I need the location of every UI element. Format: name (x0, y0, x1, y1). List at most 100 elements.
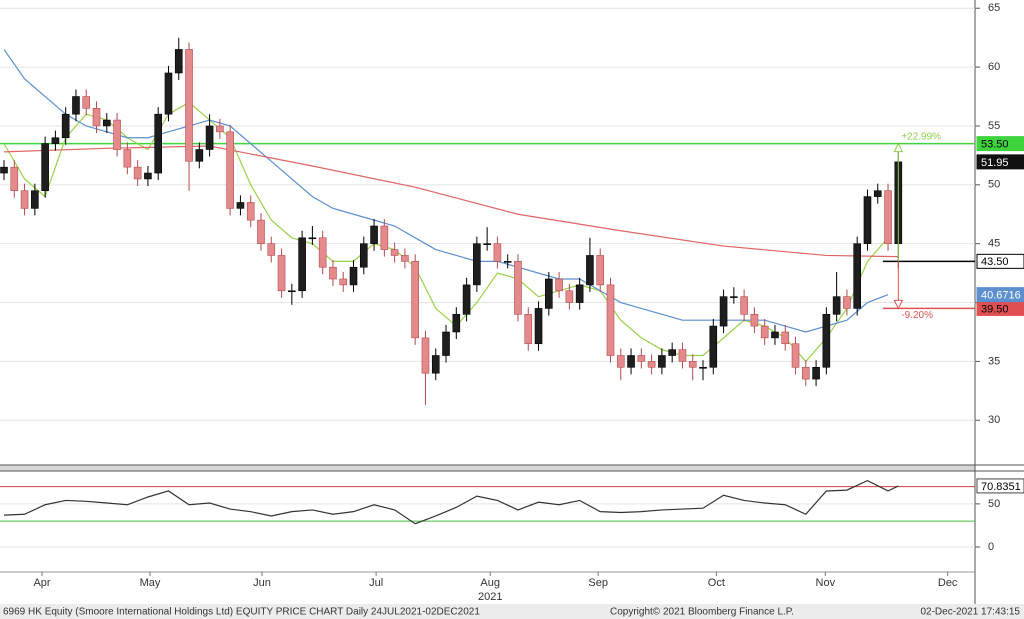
candle-body (226, 131, 234, 209)
candle-body (853, 243, 861, 309)
candle-body (61, 113, 70, 139)
candle-body (616, 355, 625, 368)
panel-separator (0, 465, 975, 471)
x-tick-label: Dec (938, 577, 958, 589)
candle-body (329, 266, 337, 280)
candle-body (277, 255, 286, 292)
price-tag-label: 43.50 (981, 256, 1009, 268)
candle-body (503, 261, 512, 263)
candle-body (781, 331, 790, 345)
candle-body (123, 149, 132, 168)
candle-body (113, 119, 121, 150)
candle-body (514, 261, 522, 315)
change-arrow-head (893, 142, 904, 153)
y-tick-label: 60 (988, 61, 1000, 73)
candle-body (473, 243, 481, 286)
price-tag (976, 478, 1024, 494)
x-tick-label: Apr (33, 577, 50, 589)
price-tag-label: 53.50 (981, 139, 1009, 151)
candle-body (298, 237, 306, 292)
candle-body (606, 284, 615, 356)
candle-body (740, 296, 748, 315)
x-tick-label: Sep (588, 577, 608, 589)
change-label: -9.20% (901, 310, 933, 321)
candle-body (20, 190, 29, 209)
candle-body (688, 361, 697, 368)
candle-body (545, 278, 553, 309)
candle-body (31, 190, 39, 209)
candle-body (174, 49, 183, 74)
candle-body (185, 49, 193, 162)
candle-body (103, 119, 111, 127)
year-label: 2021 (478, 591, 502, 603)
candle-body (92, 108, 101, 127)
price-tag (976, 287, 1024, 303)
candle-body (832, 296, 841, 315)
candle-body (51, 137, 60, 144)
y-tick-label: 45 (988, 238, 1000, 250)
candle-body (483, 243, 491, 245)
candle-body (668, 349, 676, 356)
y-tick-label: 50 (988, 179, 1000, 191)
candle-body (442, 331, 450, 356)
x-tick-label: Oct (708, 577, 725, 589)
footer-right: 02-Dec-2021 17:43:15 (920, 607, 1020, 618)
candle-body (72, 96, 80, 115)
candle-body (154, 113, 162, 174)
candle-body (370, 225, 378, 244)
candle-body (133, 166, 142, 180)
candle-body (822, 314, 831, 368)
candle-body (586, 255, 594, 286)
rsi-line (3, 479, 899, 525)
x-tick-label: Aug (480, 577, 500, 589)
candle-body (0, 166, 8, 174)
candle-body (812, 366, 820, 380)
candle-body (421, 337, 430, 374)
x-tick-label: Jun (253, 577, 271, 589)
x-tick-label: Nov (816, 577, 836, 589)
candle-body (267, 243, 276, 256)
price-tag-label: 70.8351 (981, 481, 1021, 493)
candle-body (349, 266, 358, 286)
candle-body (596, 255, 605, 286)
candle-body (555, 278, 563, 292)
candle-body (380, 225, 389, 250)
price-tag (976, 136, 1024, 152)
x-tick-label: May (140, 577, 161, 589)
footer-left: 6969 HK Equity (Smoore International Hol… (3, 607, 480, 618)
candle-body (236, 202, 245, 209)
candle-body (524, 314, 533, 345)
y-tick-label: 55 (988, 120, 1000, 132)
candle-body (10, 166, 19, 192)
candle-body (452, 314, 461, 333)
candle-body (873, 190, 882, 197)
candle-body (760, 325, 769, 339)
candle-body (647, 361, 656, 368)
y-tick-label: 65 (988, 2, 1000, 14)
y-tick-label: 50 (988, 498, 1000, 510)
footer-bar (0, 604, 1024, 619)
price-tag-label: 39.50 (981, 303, 1009, 315)
y-tick-label: 0 (988, 541, 994, 553)
candle-body (637, 355, 646, 362)
candle-body (82, 96, 91, 109)
candle-body (308, 237, 317, 240)
candle-body (41, 143, 49, 192)
candle-body (390, 249, 399, 256)
candle-body (863, 196, 872, 244)
price-tag-label: 40.6716 (981, 290, 1021, 302)
candle-body (791, 343, 800, 368)
candle-body (216, 125, 224, 133)
candle-body (318, 237, 327, 268)
candle-body (411, 261, 419, 339)
candle-body (164, 72, 173, 115)
candle-body (195, 149, 204, 162)
y-tick-label: 30 (988, 414, 1000, 426)
candle-body (678, 349, 687, 362)
candle-body (144, 172, 152, 180)
candle-body (534, 308, 543, 345)
moving-average (3, 49, 889, 333)
footer-center: Copyright© 2021 Bloomberg Finance L.P. (610, 607, 794, 618)
candle-body (699, 366, 707, 369)
